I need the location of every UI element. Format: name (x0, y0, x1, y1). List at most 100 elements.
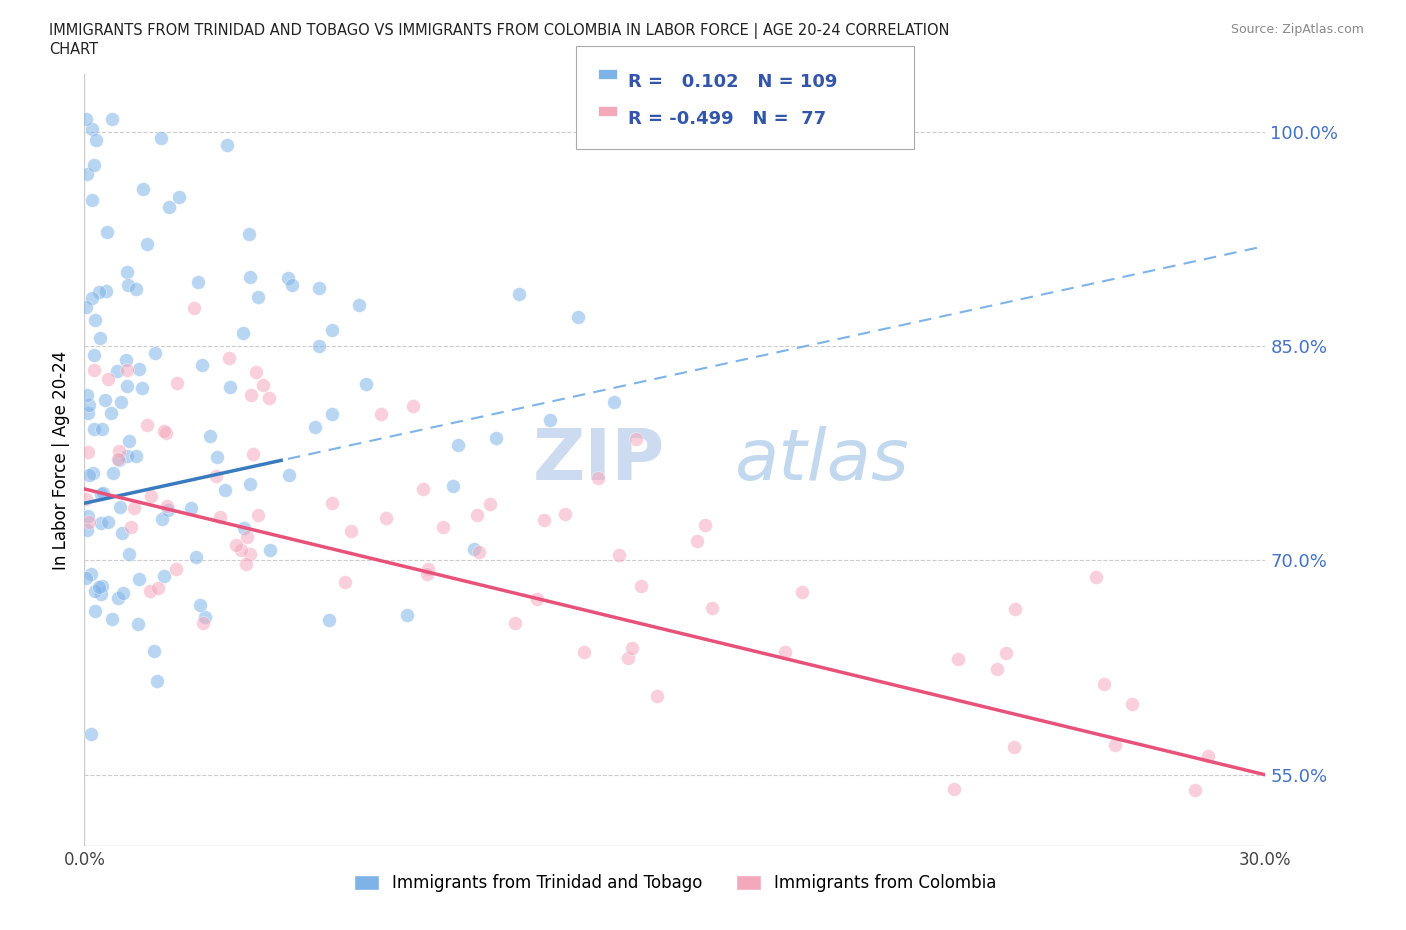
Point (187, 274, 209, 289)
Point (943, 781, 966, 796)
Legend: Immigrants from Trinidad and Tobago, Immigrants from Colombia: Immigrants from Trinidad and Tobago, Imm… (353, 874, 997, 892)
Point (108, 453, 131, 468)
Point (567, 310, 589, 325)
Point (465, 507, 488, 522)
Point (76, 405, 98, 420)
Point (117, 264, 139, 279)
Point (100, 405, 122, 420)
Point (277, 271, 299, 286)
Point (354, 377, 377, 392)
Point (630, 578, 652, 593)
Point (155, 425, 177, 440)
Point (194, 609, 217, 624)
Point (1121, 697, 1143, 711)
Point (526, 591, 548, 606)
Point (1094, 676, 1116, 691)
Point (110, 394, 132, 409)
Point (143, 346, 166, 361)
Point (773, 644, 796, 659)
Point (94, 284, 117, 299)
Point (700, 601, 723, 616)
Point (146, 673, 169, 688)
Point (447, 437, 470, 452)
Point (101, 466, 124, 481)
Point (83, 363, 105, 378)
Point (108, 500, 131, 515)
Point (117, 547, 139, 562)
Point (94, 393, 117, 408)
Point (100, 612, 122, 627)
Point (82, 193, 104, 207)
Point (218, 351, 240, 365)
Point (91, 485, 114, 500)
Point (128, 362, 150, 377)
Point (246, 508, 269, 523)
Point (321, 406, 343, 421)
Point (83, 421, 105, 436)
Point (214, 483, 236, 498)
Point (238, 547, 260, 562)
Point (131, 380, 153, 395)
Point (538, 413, 561, 428)
Point (238, 227, 260, 242)
Point (76, 387, 98, 402)
Point (146, 580, 169, 595)
Point (105, 364, 128, 379)
Point (111, 585, 134, 600)
Point (686, 534, 709, 549)
Point (229, 542, 252, 557)
Point (395, 607, 418, 622)
Point (75, 570, 97, 585)
Point (77, 398, 100, 413)
Point (259, 391, 281, 405)
Point (602, 394, 624, 409)
Point (75, 491, 97, 506)
Point (239, 477, 262, 492)
Point (278, 468, 301, 483)
Point (117, 363, 139, 378)
Point (169, 190, 191, 205)
Point (76, 523, 98, 538)
Point (75, 112, 97, 126)
Point (370, 406, 392, 421)
Point (76, 445, 98, 459)
Point (76, 166, 98, 181)
Point (111, 526, 134, 541)
Point (117, 379, 139, 393)
Point (339, 524, 361, 538)
Point (131, 181, 153, 196)
Point (90, 587, 112, 602)
Point (141, 489, 163, 504)
Point (79, 566, 101, 581)
Point (208, 510, 231, 525)
Point (308, 339, 330, 353)
Point (205, 469, 228, 484)
Point (333, 575, 356, 590)
Point (118, 434, 141, 449)
Point (219, 379, 242, 394)
Point (77, 468, 100, 483)
Text: R = -0.499   N =  77: R = -0.499 N = 77 (628, 110, 827, 127)
Point (232, 326, 254, 341)
Point (77, 509, 100, 524)
Point (83, 347, 105, 362)
Point (347, 298, 370, 312)
Text: Source: ZipAtlas.com: Source: ZipAtlas.com (1230, 23, 1364, 36)
Point (1085, 570, 1108, 585)
Point (188, 598, 211, 613)
Point (375, 511, 398, 525)
Y-axis label: In Labor Force | Age 20-24: In Labor Force | Age 20-24 (52, 351, 70, 570)
Point (90, 486, 112, 501)
Point (165, 562, 187, 577)
Point (533, 513, 555, 528)
Point (82, 466, 104, 481)
Point (117, 278, 139, 293)
Point (90, 421, 112, 436)
Point (308, 281, 330, 296)
Point (107, 591, 129, 605)
Text: ZIP: ZIP (533, 426, 665, 495)
Point (946, 652, 969, 667)
Point (432, 519, 454, 534)
Point (115, 352, 138, 367)
Point (1197, 749, 1219, 764)
